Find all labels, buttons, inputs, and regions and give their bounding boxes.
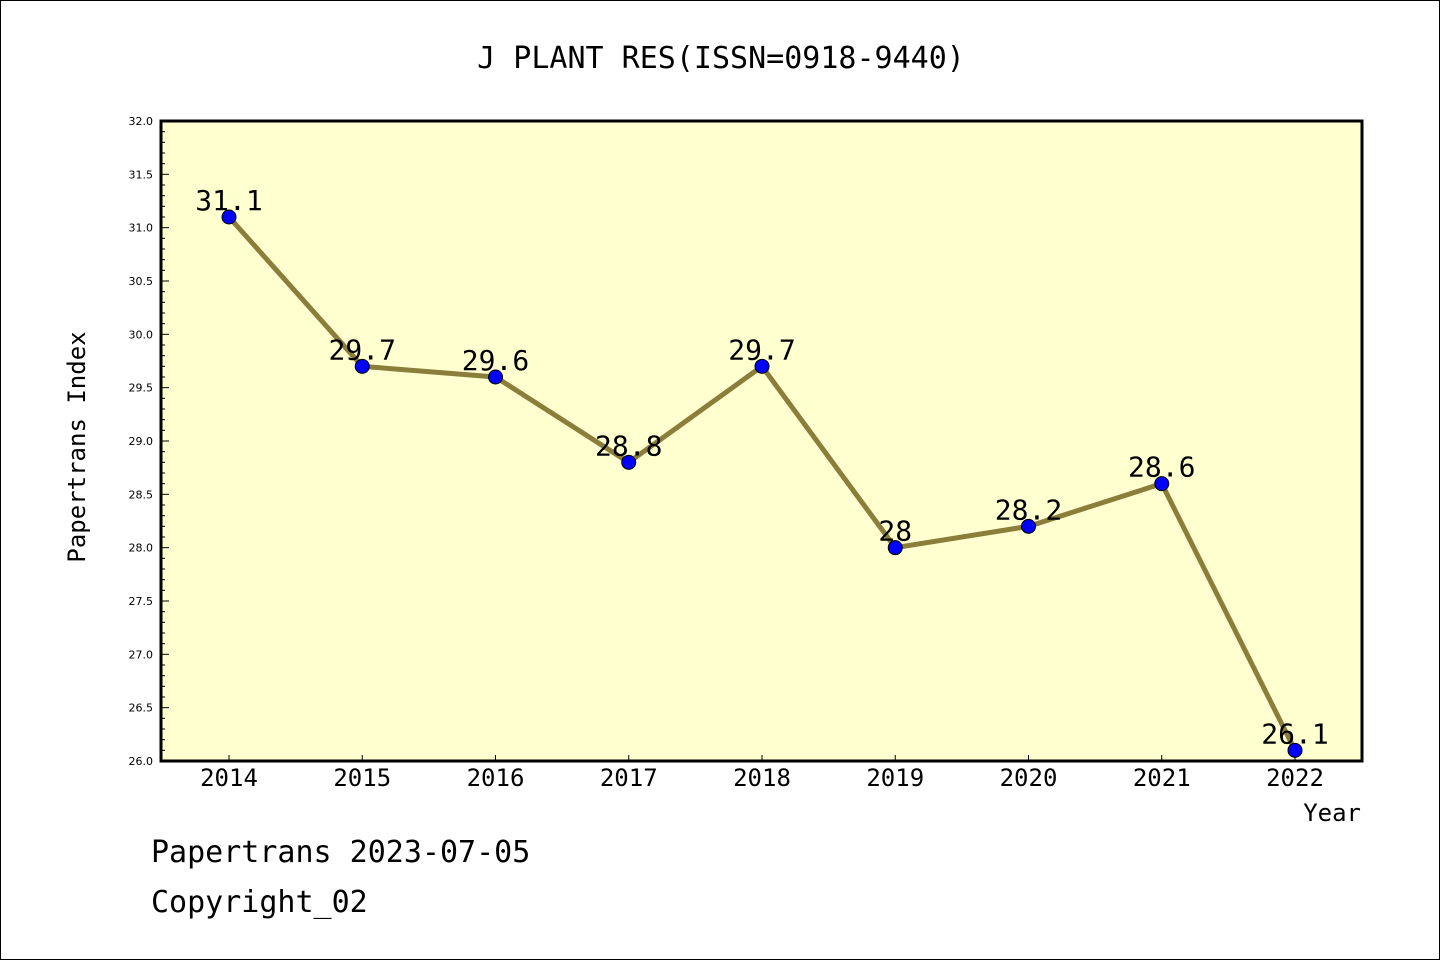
data-point [1287,742,1303,758]
y-tick-label: 28.0 [129,542,154,555]
data-label: 26.1 [1261,717,1328,750]
plot-border [159,119,1364,763]
data-label: 29.7 [728,333,795,366]
y-tick-label: 29.5 [129,382,154,395]
y-tick-label: 26.0 [129,755,154,768]
x-tick-label: 2015 [333,764,391,792]
footer-date-text: Papertrans 2023-07-05 [151,835,531,870]
x-tick-label: 2019 [866,764,924,792]
data-point [1154,476,1170,492]
data-label: 31.1 [195,184,262,217]
data-point [354,358,370,374]
x-tick-label: 2016 [467,764,525,792]
data-label: 29.7 [329,333,396,366]
x-axis-label: Year [1303,799,1361,827]
y-tick-label: 27.0 [129,648,154,661]
x-tick-label: 2021 [1133,764,1191,792]
x-tick-label: 2014 [200,764,258,792]
x-tick-label: 2018 [733,764,791,792]
y-tick-label: 26.5 [129,702,154,715]
y-tick-label: 32.0 [129,115,154,128]
y-tick-label: 30.5 [129,275,154,288]
y-tick-label: 29.0 [129,435,154,448]
y-axis-label: Papertrans Index [63,331,91,562]
data-label: 28.8 [595,429,662,462]
data-label: 28.6 [1128,451,1195,484]
data-label: 28.2 [995,493,1062,526]
data-point [1021,518,1036,534]
data-point [221,209,237,225]
y-tick-label: 28.5 [129,488,154,501]
x-tick-label: 2017 [600,764,658,792]
y-tick-label: 27.5 [129,595,154,608]
data-point [887,540,903,556]
chart-title: J PLANT RES(ISSN=0918-9440) [477,41,965,76]
plot-area [161,121,1362,761]
footer-copyright-text: Copyright_02 [151,885,368,920]
data-point [488,369,503,385]
data-label: 29.6 [462,344,529,377]
data-label: 28 [878,515,912,548]
x-tick-label: 2022 [1266,764,1324,792]
data-point [754,358,770,374]
y-tick-label: 31.5 [129,168,154,181]
x-tick-label: 2020 [1000,764,1058,792]
data-point [621,454,637,470]
y-tick-label: 31.0 [129,222,154,235]
y-tick-label: 30.0 [129,328,154,341]
